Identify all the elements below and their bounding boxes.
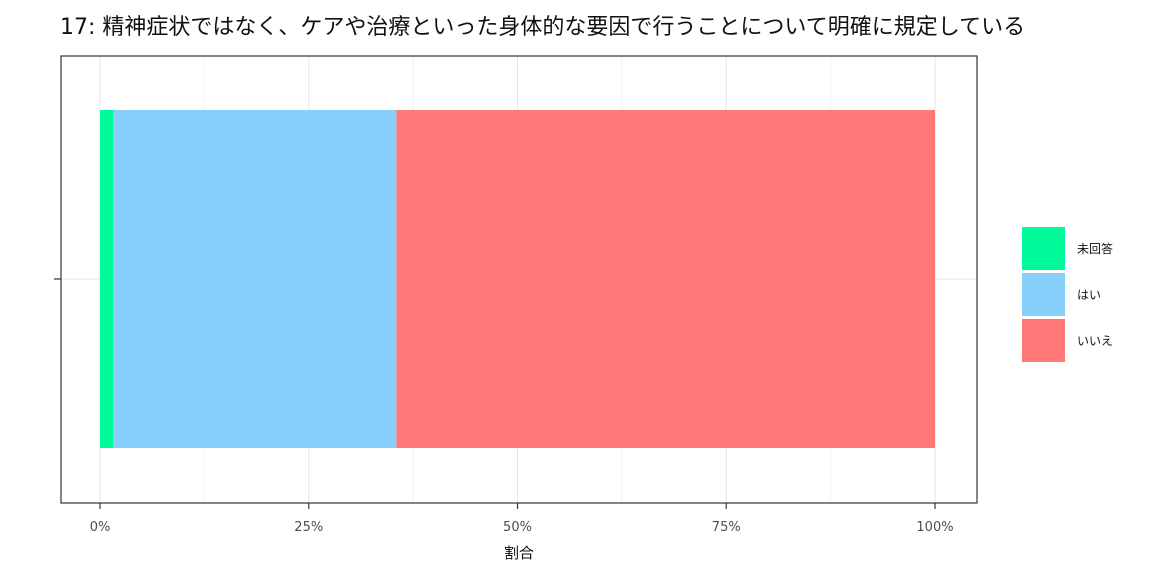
x-axis-title: 割合: [504, 544, 534, 562]
bars: [100, 110, 935, 448]
legend-key: [1022, 227, 1065, 270]
legend-label: はい: [1077, 288, 1101, 302]
bar-segment: [100, 110, 114, 448]
bar-segment: [396, 110, 935, 448]
legend-key: [1022, 319, 1065, 362]
chart-title: 17: 精神症状ではなく、ケアや治療といった身体的な要因で行うことについて明確に…: [60, 15, 1025, 40]
plot-panel: [54, 55, 978, 504]
x-tick-label: 0%: [90, 520, 111, 535]
legend-label: 未回答: [1077, 241, 1113, 256]
x-axis: 0% 25% 50% 75% 100%: [90, 503, 954, 535]
legend-label: いいえ: [1077, 334, 1113, 348]
x-tick-label: 25%: [294, 520, 323, 535]
x-tick-label: 50%: [503, 520, 532, 535]
legend-key: [1022, 273, 1065, 316]
bar-segment: [113, 110, 397, 448]
x-tick-label: 100%: [916, 520, 953, 535]
x-tick-label: 75%: [712, 520, 741, 535]
